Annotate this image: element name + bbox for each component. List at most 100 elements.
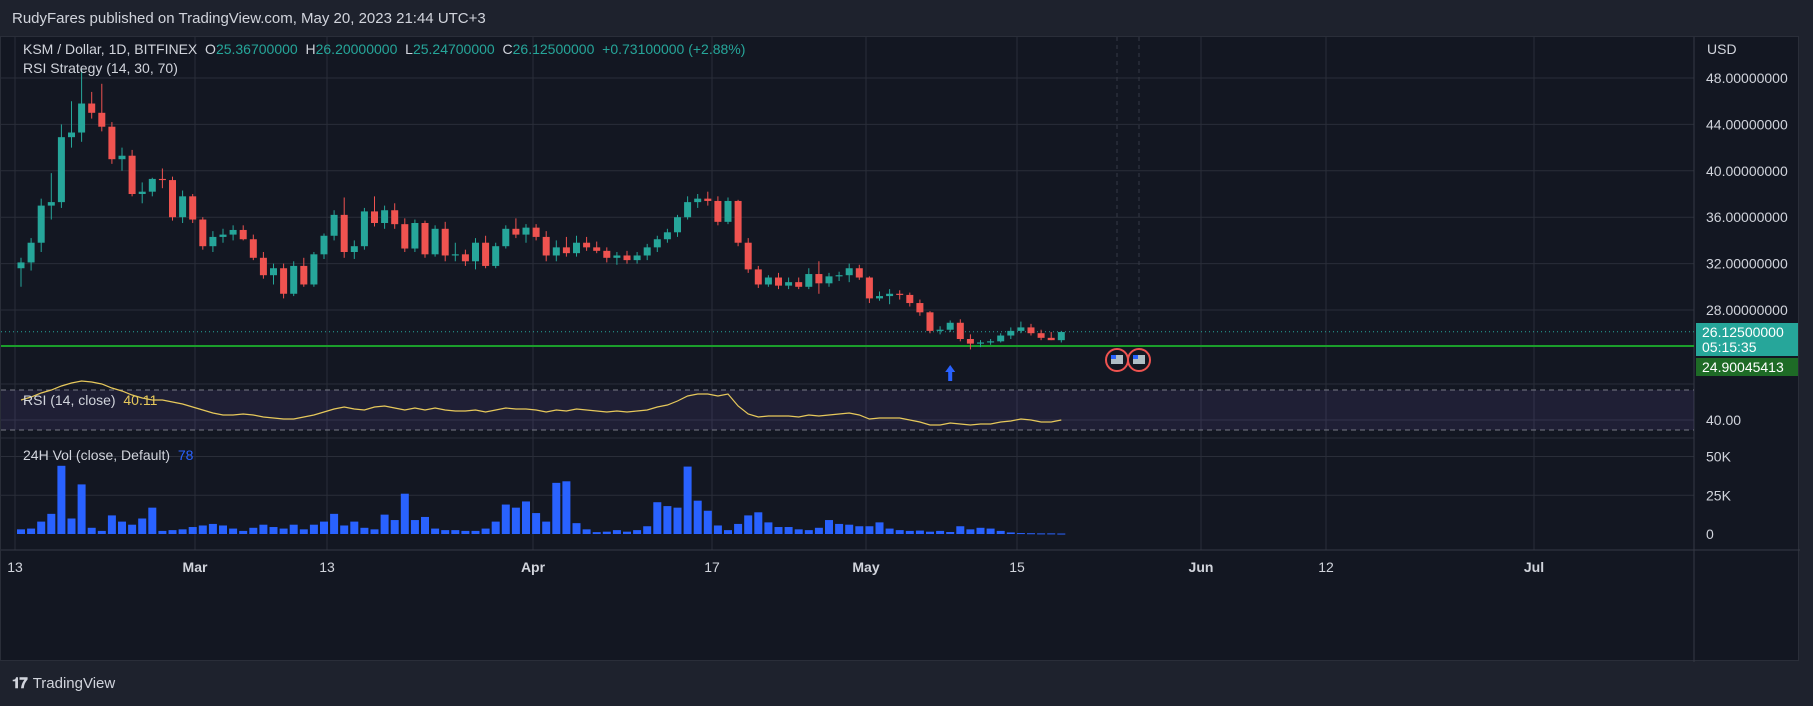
tradingview-logo-icon: 𝟏𝟕 (12, 675, 28, 692)
candlesticks (17, 68, 1065, 350)
volume-bar (804, 530, 813, 534)
candle-body (825, 276, 833, 284)
volume-bar (602, 531, 611, 534)
candle-body (461, 254, 469, 262)
rsi-legend[interactable]: RSI (14, close) 40.11 (23, 392, 158, 408)
volume-tick-label: 50K (1706, 449, 1732, 465)
volume-bar (825, 520, 833, 534)
time-tick-label: 15 (1009, 559, 1025, 575)
volume-bar (734, 523, 743, 534)
high-value: 26.20000000 (315, 41, 398, 57)
volume-bar (491, 521, 500, 534)
candle-body (441, 228, 449, 256)
currency-label[interactable]: USD (1707, 41, 1737, 57)
volume-bar (198, 525, 207, 534)
candle-body (684, 202, 692, 218)
volume-bar (128, 524, 137, 534)
volume-bar (683, 466, 692, 534)
candle-body (88, 103, 96, 113)
candle-body (270, 268, 277, 276)
volume-bar (67, 518, 76, 534)
change-value: +0.73100000 (+2.88%) (602, 41, 746, 57)
candle-body (906, 294, 914, 304)
volume-bar (1037, 533, 1046, 535)
candle-body (855, 268, 863, 278)
candle-body (219, 234, 227, 237)
volume-bar (915, 530, 924, 534)
chart-panel[interactable]: 48.00000000 44.00000000 40.00000000 36.0000… (0, 36, 1800, 662)
volume-bar (1027, 533, 1035, 535)
candle-body (1057, 332, 1065, 341)
candle-body (360, 211, 368, 247)
volume-bar (299, 529, 308, 534)
volume-bar (713, 525, 722, 534)
rsi-pane (1, 380, 1694, 431)
candle-body (482, 242, 490, 266)
candle-body (977, 342, 984, 344)
candle-body (57, 137, 65, 203)
ohlc-legend: KSM / Dollar, 1D, BITFINEX O25.36700000 … (23, 41, 746, 57)
volume-bar (582, 529, 591, 534)
symbol-label: KSM / Dollar, 1D, BITFINEX (23, 41, 198, 57)
close-value: 26.12500000 (512, 41, 595, 57)
volume-bar (693, 500, 702, 534)
candle-body (78, 103, 86, 133)
time-tick-label: May (852, 559, 879, 575)
candle-body (674, 217, 681, 233)
candle-body (421, 223, 429, 255)
candle-body (805, 274, 813, 287)
candle-body (401, 224, 409, 249)
volume-bar (168, 530, 177, 534)
volume-bar (47, 513, 56, 534)
candle-body (280, 268, 288, 294)
us-flag-canton-icon (1111, 355, 1116, 359)
volume-bar (814, 527, 823, 534)
candle-body (492, 246, 500, 266)
candle-body (310, 254, 318, 285)
volume-bar (178, 529, 187, 534)
candle-body (179, 196, 187, 218)
candle-body (764, 277, 772, 285)
volume-bar (663, 506, 672, 534)
candle-body (300, 265, 308, 285)
candle-body (128, 155, 136, 194)
candle-body (371, 211, 378, 223)
candle-body (1017, 327, 1025, 331)
volume-bar (471, 530, 480, 534)
volume-bar (926, 531, 934, 534)
candle-body (633, 255, 641, 261)
low-value: 25.24700000 (412, 41, 495, 57)
candle-body (381, 210, 389, 223)
volume-bar (784, 527, 793, 534)
candle-body (987, 341, 995, 343)
price-tick-label: 28.00000000 (1706, 302, 1788, 318)
strategy-label[interactable]: RSI Strategy (14, 30, 70) (23, 60, 178, 76)
volume-legend[interactable]: 24H Vol (close, Default) 78 (23, 447, 194, 463)
footer-brand[interactable]: 𝟏𝟕 TradingView (12, 675, 115, 692)
candle-body (835, 275, 843, 277)
volume-bar (875, 522, 884, 534)
chart-canvas[interactable]: 48.00000000 44.00000000 40.00000000 36.0000… (1, 37, 1800, 662)
volume-bar (905, 530, 914, 534)
candle-body (169, 180, 176, 218)
candle-body (350, 246, 358, 252)
candle-body (956, 322, 964, 339)
volume-bar (724, 530, 732, 534)
candle-body (785, 282, 793, 286)
candle-body (1037, 333, 1045, 338)
rsi-tick-label: 40.00 (1706, 412, 1741, 428)
bar-countdown: 05:15:35 (1702, 339, 1757, 355)
price-tick-label: 40.00000000 (1706, 163, 1788, 179)
candle-body (209, 236, 217, 247)
volume-bar (27, 528, 36, 534)
volume-bar (57, 465, 66, 534)
volume-bar (208, 523, 217, 534)
candle-body (724, 200, 732, 222)
volume-bar (350, 521, 359, 534)
time-tick-label: Mar (183, 559, 208, 575)
time-tick-label: 12 (1318, 559, 1334, 575)
brand-text: TradingView (32, 675, 116, 692)
volume-bar (451, 530, 460, 534)
volume-bar (572, 523, 581, 534)
volume-bar (380, 514, 389, 534)
